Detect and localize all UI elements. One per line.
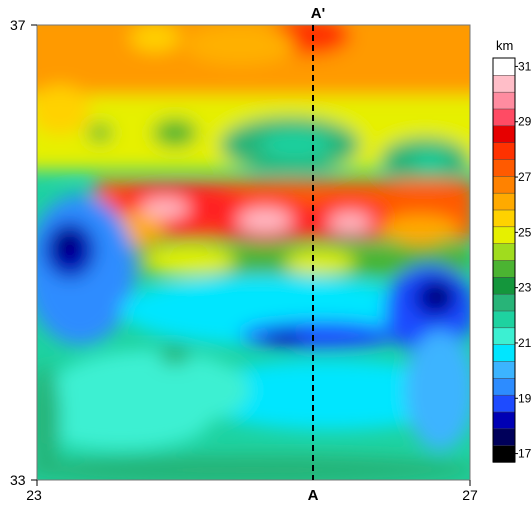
colorbar-frame	[492, 57, 516, 463]
colorbar-swatch	[492, 125, 516, 143]
colorbar-swatch	[492, 411, 516, 430]
colorbar-swatch	[492, 444, 516, 463]
colorbar-swatch	[492, 360, 516, 379]
colorbar-swatch	[492, 394, 516, 413]
x-axis-max-label: 27	[462, 487, 478, 503]
colorbar-swatch	[492, 226, 516, 244]
colorbar-swatch	[492, 377, 516, 396]
colorbar-swatch	[492, 158, 516, 177]
colorbar-swatch	[492, 141, 516, 160]
colorbar-swatch	[492, 74, 516, 93]
colorbar-swatch	[492, 259, 516, 278]
y-axis-max-label: 37	[10, 17, 26, 33]
colorbar-swatch	[492, 343, 516, 362]
x-axis-min-label: 23	[26, 487, 42, 503]
colorbar-tick-label: 21	[518, 336, 532, 350]
colorbar-tick-label: 29	[518, 115, 532, 129]
colorbar-tick-label: 19	[518, 391, 532, 405]
profile-start-label: A	[308, 487, 319, 504]
colorbar-swatch	[492, 327, 516, 345]
y-axis-min-label: 33	[10, 472, 26, 488]
map-field	[37, 25, 470, 480]
colorbar-labels: 31 29 27 25 23 21 19 17	[515, 59, 532, 461]
colorbar-swatch	[492, 276, 516, 295]
colorbar-swatch	[492, 175, 516, 194]
colorbar-swatch	[492, 108, 516, 127]
colorbar-swatch	[492, 57, 516, 76]
colorbar-tick-label: 23	[518, 281, 532, 295]
colorbar-swatch	[492, 91, 516, 110]
colorbar-swatch	[492, 209, 516, 228]
colorbar-tick-label: 17	[518, 447, 532, 461]
colorbar-tick-label: 25	[518, 225, 532, 239]
colorbar-swatch	[492, 293, 516, 312]
colorbar-tick-label: 31	[518, 59, 532, 73]
profile-end-label: A'	[311, 5, 325, 22]
colorbar-swatch	[492, 242, 516, 261]
colorbar-tick-label: 27	[518, 170, 532, 184]
colorbar-swatch	[492, 310, 516, 329]
colorbar-swatch	[492, 192, 516, 211]
colorbar-unit: km	[496, 38, 513, 53]
map-frame	[36, 24, 471, 481]
colorbar	[492, 57, 516, 463]
colorbar-swatch	[492, 428, 516, 446]
